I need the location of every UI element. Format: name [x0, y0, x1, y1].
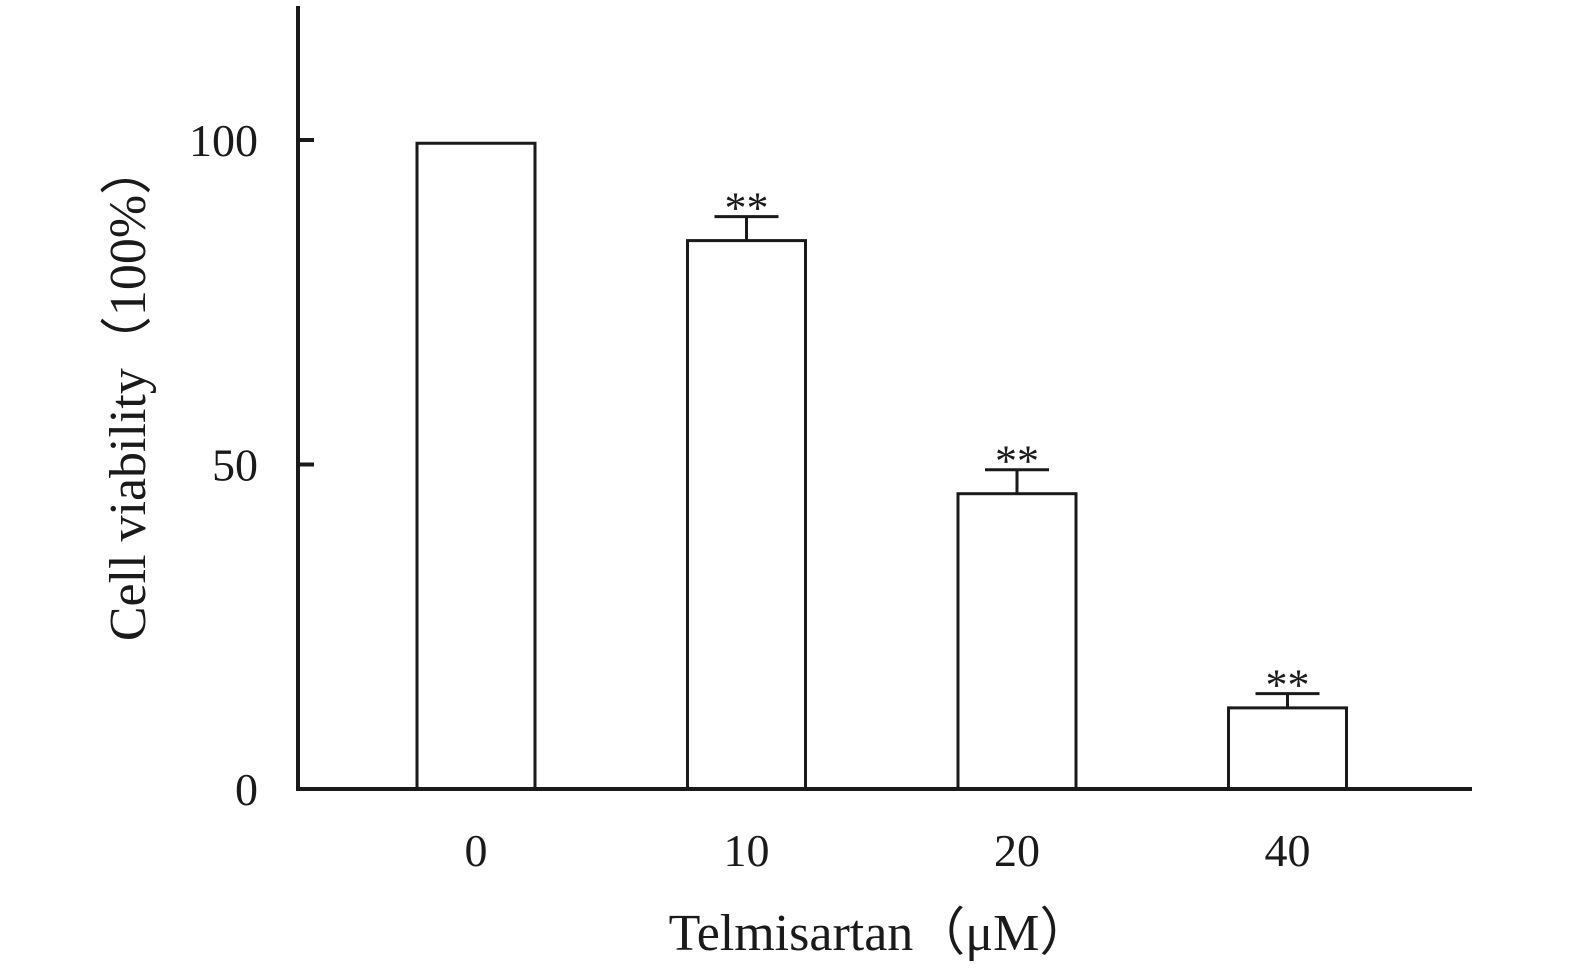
y-tick-label: 100	[189, 115, 258, 166]
bar	[1227, 706, 1348, 791]
x-tick-label: 0	[465, 825, 488, 876]
y-tick-label: 50	[212, 440, 258, 491]
x-tick-label: 10	[724, 825, 770, 876]
significance-label: **	[995, 437, 1039, 486]
x-ticks-layer: 0 10 20 40	[465, 825, 1311, 876]
significance-layer: ** ** **	[725, 184, 1310, 710]
x-tick-label: 20	[994, 825, 1040, 876]
significance-label: **	[725, 184, 769, 233]
significance-label: **	[1266, 661, 1310, 710]
bar	[686, 239, 807, 791]
x-axis-title: Telmisartan（μM）	[669, 905, 1092, 962]
bar	[415, 141, 537, 791]
y-ticks-layer: 0 50 100	[189, 115, 314, 815]
axes-layer	[296, 6, 1472, 791]
bar	[956, 492, 1078, 791]
error-bars-layer	[714, 215, 1320, 708]
bars-layer	[415, 141, 1348, 791]
y-tick-label: 0	[235, 764, 258, 815]
x-tick-label: 40	[1265, 825, 1311, 876]
y-axis-title: Cell viability（100%）	[100, 143, 157, 641]
